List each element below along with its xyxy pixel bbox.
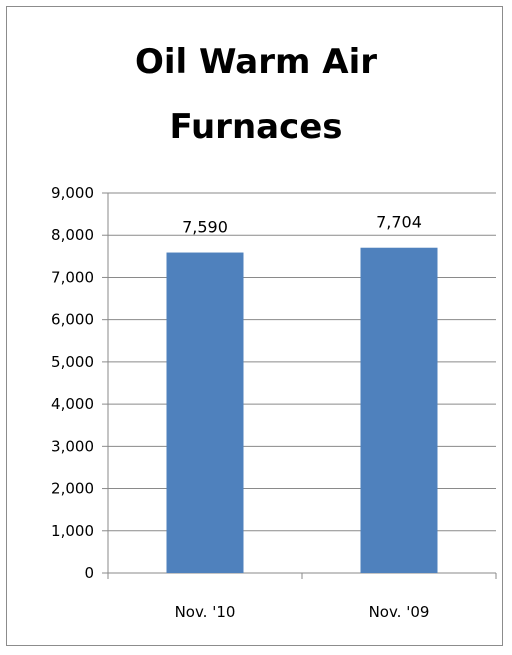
chart-title-line-1: Oil Warm Air (135, 42, 377, 82)
bar (360, 247, 438, 573)
bar-data-label: 7,704 (376, 213, 422, 232)
y-tick-label: 3,000 (51, 437, 94, 455)
y-tick-label: 5,000 (51, 353, 94, 371)
chart-title-line-2: Furnaces (169, 107, 342, 147)
y-tick-label: 0 (84, 564, 94, 582)
bar-data-label: 7,590 (182, 218, 228, 237)
y-tick-label: 8,000 (51, 226, 94, 244)
y-tick-label: 6,000 (51, 311, 94, 329)
y-tick-label: 1,000 (51, 522, 94, 540)
gridlines (107, 192, 497, 579)
y-tick-label: 2,000 (51, 480, 94, 498)
y-axis-ticks: 0 1,000 2,000 3,000 4,000 5,000 6,000 7,000 8,00… (51, 184, 108, 582)
data-labels: 7,590 7,704 (182, 213, 422, 237)
x-category-label: Nov. '10 (175, 603, 236, 621)
x-axis-categories: Nov. '10 Nov. '09 (175, 603, 430, 621)
y-tick-label: 4,000 (51, 395, 94, 413)
bars (166, 247, 438, 574)
x-category-label: Nov. '09 (369, 603, 430, 621)
y-tick-label: 7,000 (51, 268, 94, 286)
bar (166, 252, 244, 574)
y-tick-label: 9,000 (51, 184, 94, 202)
